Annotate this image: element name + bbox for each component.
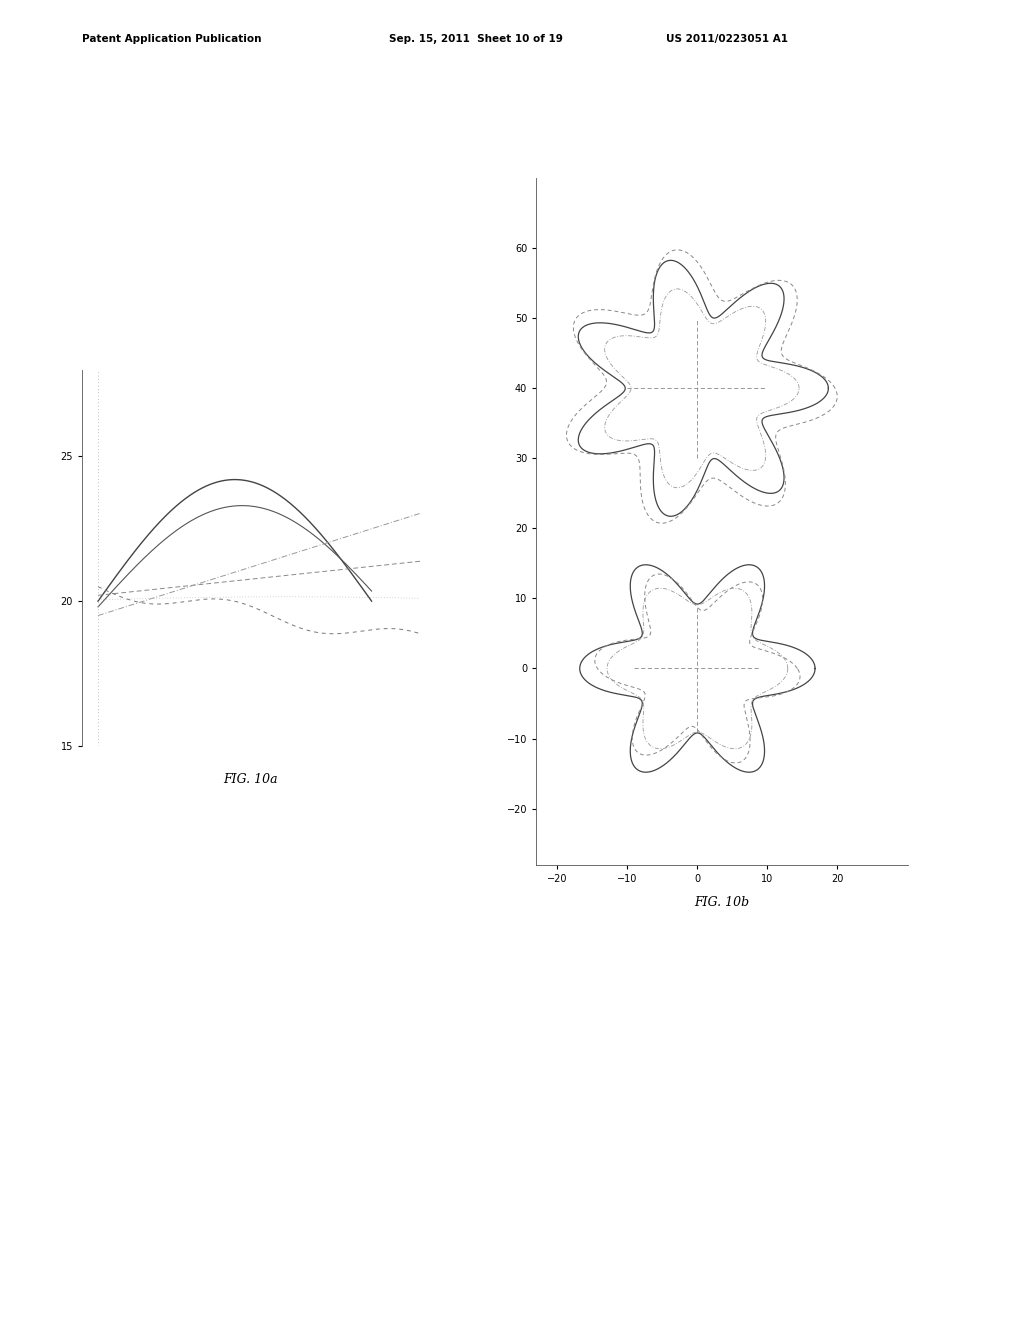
Text: FIG. 10b: FIG. 10b — [694, 896, 750, 908]
Text: FIG. 10a: FIG. 10a — [223, 774, 279, 787]
Text: Sep. 15, 2011  Sheet 10 of 19: Sep. 15, 2011 Sheet 10 of 19 — [389, 34, 563, 45]
Text: US 2011/0223051 A1: US 2011/0223051 A1 — [666, 34, 787, 45]
Text: Patent Application Publication: Patent Application Publication — [82, 34, 261, 45]
